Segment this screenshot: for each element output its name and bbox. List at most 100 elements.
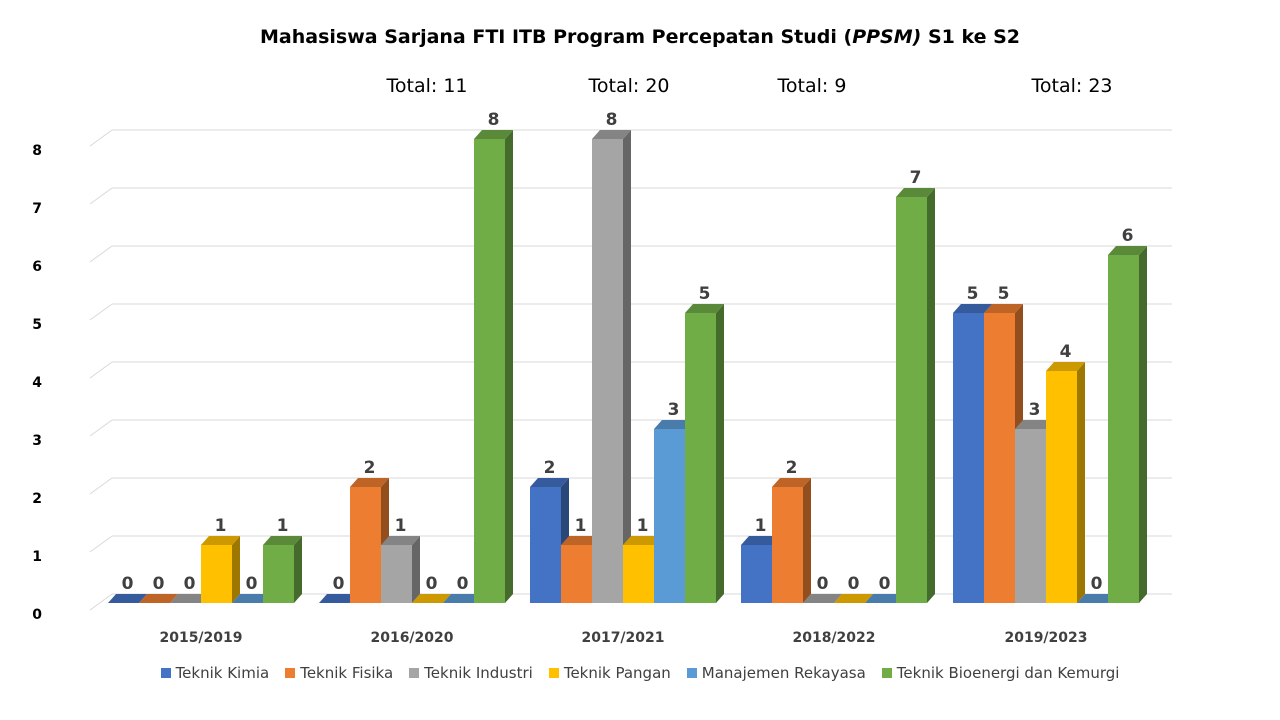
data-label: 0 <box>426 574 438 594</box>
gridline-slant <box>89 477 113 495</box>
bar-top <box>139 594 178 603</box>
legend-item-teknik-fisika: Teknik Fisika <box>285 664 393 682</box>
bar <box>201 545 232 603</box>
x-tick-label: 2017/2021 <box>581 630 664 646</box>
data-label: 2 <box>544 458 556 478</box>
legend-swatch <box>881 668 892 678</box>
legend-item-manajemen-rekayasa: Manajemen Rekayasa <box>686 664 866 682</box>
data-label: 8 <box>488 110 500 130</box>
bar <box>263 545 294 603</box>
gridline-slant <box>89 419 113 437</box>
bar-top <box>984 304 1023 313</box>
bar-top <box>443 594 482 603</box>
bar <box>953 313 984 603</box>
y-tick-label: 2 <box>32 491 42 507</box>
data-label: 5 <box>699 284 711 304</box>
bar <box>772 487 803 603</box>
y-tick-label: 7 <box>32 201 42 217</box>
total-label-2016: Total: 11 <box>386 75 468 97</box>
bar-side <box>294 536 302 603</box>
y-tick-label: 1 <box>32 549 42 565</box>
bar-top <box>232 594 271 603</box>
x-tick-label: 2018/2022 <box>792 630 875 646</box>
y-tick-label: 5 <box>32 317 42 333</box>
bar <box>1046 371 1077 603</box>
bar-side <box>505 130 513 603</box>
data-label: 6 <box>1122 226 1134 246</box>
bar <box>1108 255 1139 603</box>
bar-top <box>685 304 724 313</box>
data-label: 2 <box>786 458 798 478</box>
y-tick-label: 0 <box>32 607 42 623</box>
bar <box>381 545 412 603</box>
bar <box>561 545 592 603</box>
bar-side <box>232 536 240 603</box>
gridline-slant <box>89 535 113 553</box>
data-label: 1 <box>637 516 649 536</box>
total-label-2019: Total: 23 <box>1031 75 1113 97</box>
data-label: 0 <box>333 574 345 594</box>
bar-top <box>772 478 811 487</box>
total-label-2018: Total: 9 <box>777 75 847 97</box>
bar-top <box>412 594 451 603</box>
bar <box>350 487 381 603</box>
data-label: 1 <box>395 516 407 536</box>
bar <box>1015 429 1046 603</box>
data-label: 0 <box>817 574 829 594</box>
bar-top <box>953 304 992 313</box>
bar-top <box>263 536 302 545</box>
bar-top <box>1015 420 1054 429</box>
bar-top <box>1108 246 1147 255</box>
bar-top <box>170 594 209 603</box>
legend-label: Teknik Bioenergi dan Kemurgi <box>896 664 1120 682</box>
legend-item-teknik-pangan: Teknik Pangan <box>548 664 671 682</box>
data-label: 0 <box>1091 574 1103 594</box>
gridline-slant <box>89 361 113 379</box>
bar <box>530 487 561 603</box>
data-label: 0 <box>457 574 469 594</box>
chart-legend: Teknik Kimia Teknik Fisika Teknik Indust… <box>0 664 1280 682</box>
data-label: 4 <box>1060 342 1072 362</box>
bar-top <box>896 188 935 197</box>
legend-swatch <box>285 668 296 678</box>
data-label: 0 <box>246 574 258 594</box>
y-tick-label: 3 <box>32 433 42 449</box>
bar-top <box>803 594 842 603</box>
gridline-slant <box>89 187 113 205</box>
legend-label: Teknik Kimia <box>175 664 270 682</box>
legend-swatch <box>548 668 559 678</box>
data-label: 7 <box>910 168 922 188</box>
data-label: 2 <box>364 458 376 478</box>
data-label: 3 <box>1029 400 1041 420</box>
x-tick-label: 2016/2020 <box>370 630 453 646</box>
data-label: 5 <box>967 284 979 304</box>
legend-item-teknik-bioenergi: Teknik Bioenergi dan Kemurgi <box>881 664 1120 682</box>
legend-swatch <box>686 668 697 678</box>
bar-side <box>803 478 811 603</box>
bar <box>592 139 623 603</box>
bar-top <box>865 594 904 603</box>
gridline-slant <box>89 303 113 321</box>
data-label: 0 <box>184 574 196 594</box>
legend-label: Teknik Pangan <box>563 664 671 682</box>
bar-top <box>741 536 780 545</box>
data-label: 3 <box>668 400 680 420</box>
data-label: 0 <box>153 574 165 594</box>
data-label: 1 <box>215 516 227 536</box>
legend-item-teknik-industri: Teknik Industri <box>409 664 533 682</box>
bar-top <box>474 130 513 139</box>
data-label: 1 <box>575 516 587 536</box>
bar <box>741 545 772 603</box>
data-label: 5 <box>998 284 1010 304</box>
bar-top <box>834 594 873 603</box>
legend-label: Teknik Fisika <box>300 664 394 682</box>
bar-top <box>381 536 420 545</box>
bar-top <box>201 536 240 545</box>
data-label: 1 <box>755 516 767 536</box>
data-label: 0 <box>879 574 891 594</box>
y-tick-label: 4 <box>32 375 42 391</box>
legend-label: Teknik Industri <box>424 664 533 682</box>
bar <box>685 313 716 603</box>
bar <box>474 139 505 603</box>
legend-item-teknik-kimia: Teknik Kimia <box>160 664 270 682</box>
